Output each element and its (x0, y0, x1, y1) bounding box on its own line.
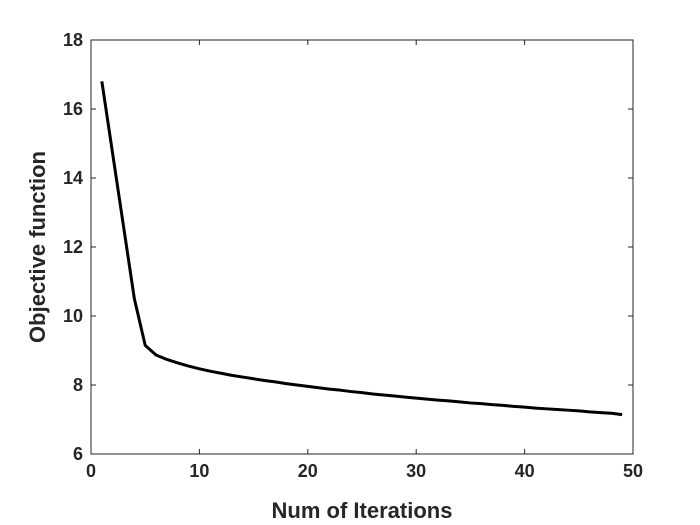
y-tick-label: 18 (63, 30, 83, 50)
x-tick-label: 30 (406, 461, 426, 481)
y-tick-label: 16 (63, 99, 83, 119)
x-tick-label: 50 (623, 461, 643, 481)
y-tick-label: 10 (63, 306, 83, 326)
y-tick-label: 8 (73, 375, 83, 395)
y-tick-label: 12 (63, 237, 83, 257)
x-axis-label: Num of Iterations (272, 498, 453, 523)
x-tick-label: 0 (86, 461, 96, 481)
x-tick-label: 20 (298, 461, 318, 481)
y-tick-label: 14 (63, 168, 83, 188)
plot-frame (90, 39, 634, 455)
x-tick-label: 10 (189, 461, 209, 481)
y-tick-label: 6 (73, 444, 83, 464)
tick-labels: 0 10 20 30 40 50 6 8 10 12 14 16 18 (63, 30, 643, 481)
x-tick-label: 40 (515, 461, 535, 481)
plot-area (91, 40, 633, 454)
objective-line (100, 81, 623, 417)
y-axis-label: Objective function (25, 151, 50, 343)
